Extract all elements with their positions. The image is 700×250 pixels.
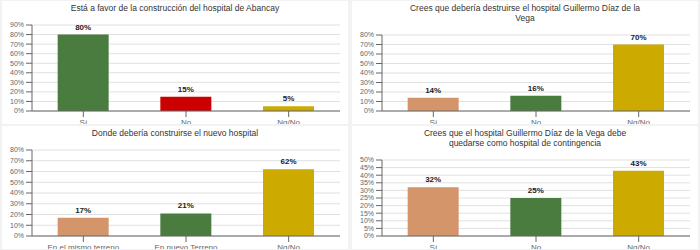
svg-text:50%: 50% (10, 179, 24, 186)
svg-text:Ng/No: Ng/No (627, 118, 650, 124)
svg-text:80%: 80% (360, 31, 374, 38)
svg-text:60%: 60% (360, 50, 374, 57)
svg-text:25%: 25% (528, 186, 544, 195)
svg-text:40%: 40% (360, 172, 374, 179)
svg-text:80%: 80% (75, 23, 91, 32)
svg-text:50%: 50% (360, 60, 374, 67)
svg-text:Sí: Sí (430, 243, 438, 249)
svg-text:No: No (181, 118, 192, 124)
svg-text:Sí: Sí (430, 118, 438, 124)
svg-text:20%: 20% (360, 202, 374, 209)
svg-text:30%: 30% (360, 79, 374, 86)
svg-text:0%: 0% (14, 107, 24, 114)
svg-text:En nuevo Terreno: En nuevo Terreno (154, 243, 218, 249)
svg-text:25%: 25% (360, 194, 374, 201)
svg-text:70%: 70% (10, 41, 24, 48)
svg-text:21%: 21% (178, 201, 194, 210)
svg-text:45%: 45% (360, 164, 374, 171)
html-text:Crees que debería destruirse e: Crees que debería destruirse el hospital… (410, 3, 640, 23)
svg-text:10%: 10% (360, 217, 374, 224)
svg-text:30%: 30% (10, 79, 24, 86)
svg-text:40%: 40% (360, 69, 374, 76)
svg-text:40%: 40% (10, 69, 24, 76)
svg-text:0%: 0% (364, 232, 374, 239)
svg-text:16%: 16% (528, 84, 544, 93)
svg-text:No: No (531, 243, 542, 249)
svg-text:15%: 15% (178, 85, 194, 94)
svg-text:Sí: Sí (80, 118, 88, 124)
svg-text:80%: 80% (10, 31, 24, 38)
svg-text:50%: 50% (10, 60, 24, 67)
svg-text:40%: 40% (10, 189, 24, 196)
svg-text:80%: 80% (10, 146, 24, 153)
svg-text:15%: 15% (360, 210, 374, 217)
svg-text:30%: 30% (10, 200, 24, 207)
svg-text:62%: 62% (280, 157, 296, 166)
html-text:Está a favor de la construcció: Está a favor de la construcción del hosp… (70, 3, 280, 13)
svg-text:20%: 20% (360, 88, 374, 95)
html-text:Donde debería construirse el n: Donde debería construirse el nuevo hospi… (91, 128, 259, 138)
svg-text:30%: 30% (360, 187, 374, 194)
svg-text:43%: 43% (630, 159, 646, 168)
svg-text:10%: 10% (360, 98, 374, 105)
svg-text:5%: 5% (283, 94, 295, 103)
svg-text:0%: 0% (14, 232, 24, 239)
svg-text:32%: 32% (425, 175, 441, 184)
svg-text:50%: 50% (360, 156, 374, 163)
svg-text:70%: 70% (10, 157, 24, 164)
svg-text:20%: 20% (10, 88, 24, 95)
svg-text:14%: 14% (425, 86, 441, 95)
svg-text:10%: 10% (10, 98, 24, 105)
svg-text:60%: 60% (10, 50, 24, 57)
svg-text:17%: 17% (75, 206, 91, 215)
svg-text:0%: 0% (364, 107, 374, 114)
html-text:Crees que el hospital Guillerm: Crees que el hospital Guillermo Díaz de … (423, 128, 627, 148)
svg-text:20%: 20% (10, 211, 24, 218)
svg-text:Ng/No: Ng/No (627, 243, 650, 249)
svg-text:5%: 5% (364, 225, 374, 232)
svg-text:35%: 35% (360, 179, 374, 186)
svg-text:Ng/No: Ng/No (277, 243, 300, 249)
svg-text:70%: 70% (360, 41, 374, 48)
svg-text:70%: 70% (630, 33, 646, 42)
svg-text:60%: 60% (10, 168, 24, 175)
svg-text:En el mismo terreno: En el mismo terreno (48, 243, 120, 249)
svg-text:90%: 90% (10, 21, 24, 28)
svg-text:10%: 10% (10, 222, 24, 229)
svg-text:No: No (531, 118, 542, 124)
svg-text:Ng/No: Ng/No (277, 118, 300, 124)
